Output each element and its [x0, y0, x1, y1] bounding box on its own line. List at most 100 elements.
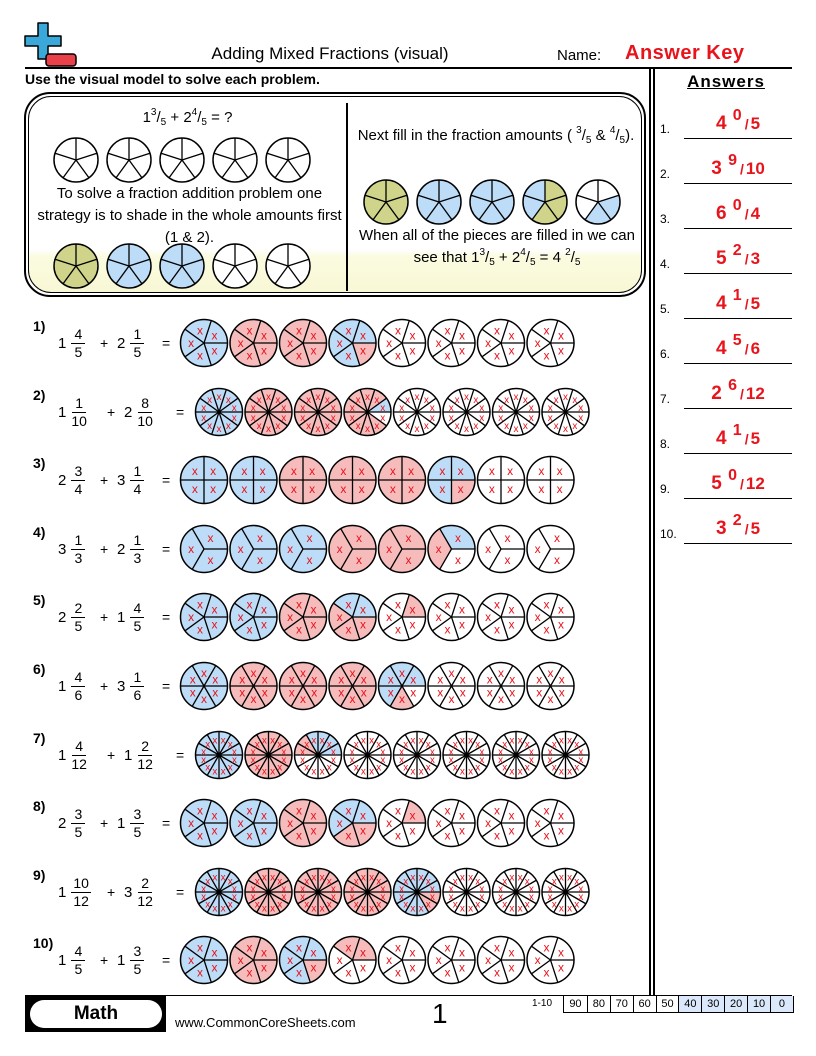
plus-sign: +: [107, 883, 116, 900]
x-mark: x: [386, 610, 392, 624]
shaded-piece: [279, 603, 303, 632]
x-mark: x: [207, 421, 212, 432]
x-mark: x: [409, 344, 415, 358]
x-mark: x: [548, 692, 554, 706]
shaded-piece: [364, 195, 386, 220]
x-mark: x: [408, 482, 414, 496]
score-cell: 0: [770, 996, 793, 1012]
x-mark: x: [337, 336, 343, 350]
answer-line: [684, 363, 792, 364]
x-mark: x: [399, 692, 405, 706]
x-mark: x: [190, 685, 196, 699]
x-mark: x: [311, 903, 316, 914]
x-mark: x: [201, 403, 206, 414]
x-mark: x: [238, 336, 244, 350]
x-mark: x: [502, 739, 507, 750]
x-mark: x: [563, 392, 568, 403]
x-mark: x: [485, 542, 491, 556]
x-mark: x: [548, 755, 553, 766]
x-mark: x: [409, 328, 415, 342]
x-mark: x: [241, 482, 247, 496]
x-mark: x: [455, 421, 460, 432]
shaded-piece: [279, 528, 303, 570]
x-mark: x: [445, 804, 451, 818]
shaded-piece: [279, 456, 303, 481]
shaded-piece: [417, 195, 439, 220]
shaded-piece: [180, 809, 204, 838]
x-mark: x: [544, 623, 550, 637]
x-mark: x: [479, 413, 484, 424]
first-addend: 1 10 12: [58, 874, 91, 909]
x-mark: x: [403, 899, 408, 910]
shaded-piece: [204, 456, 228, 481]
shaded-piece: [352, 480, 376, 504]
x-mark: x: [437, 673, 443, 687]
x-mark: x: [578, 403, 583, 414]
fraction-circle: xxx: [427, 524, 476, 574]
fraction-circle: xxx: [526, 524, 575, 574]
x-mark: x: [226, 395, 231, 406]
shaded-piece: [367, 891, 388, 913]
x-mark: x: [360, 824, 366, 838]
x-mark: x: [544, 324, 550, 338]
x-mark: x: [210, 482, 216, 496]
shaded-piece: [283, 593, 311, 618]
x-mark: x: [188, 336, 194, 350]
shaded-piece: [268, 754, 289, 775]
shaded-piece: [182, 259, 205, 284]
fraction-circle: xxx x: [476, 455, 526, 505]
x-mark: x: [479, 884, 484, 895]
shaded-piece: [199, 389, 219, 412]
fraction-circle: xxx: [377, 524, 427, 574]
fraction-circle: [106, 243, 152, 289]
x-mark: x: [201, 666, 207, 680]
x-mark: x: [356, 531, 362, 545]
shaded-piece: [230, 528, 254, 570]
x-mark: x: [310, 961, 316, 975]
x-mark: x: [300, 755, 305, 766]
x-mark: x: [374, 421, 379, 432]
x-mark: x: [572, 395, 577, 406]
equals-sign: =: [176, 746, 185, 763]
x-mark: x: [494, 966, 500, 980]
x-mark: x: [327, 762, 332, 773]
equals-sign: =: [162, 678, 171, 694]
x-mark: x: [354, 762, 359, 773]
x-mark: x: [291, 482, 297, 496]
x-mark: x: [287, 816, 293, 830]
shaded-piece: [439, 195, 461, 220]
example-step3: When all of the pieces are filled in we …: [359, 227, 635, 268]
x-mark: x: [320, 903, 325, 914]
x-mark: x: [211, 618, 217, 632]
x-mark: x: [554, 395, 559, 406]
x-mark: x: [232, 884, 237, 895]
shaded-piece: [211, 388, 227, 412]
x-mark: x: [281, 755, 286, 766]
example-problem: 13/5 + 24/5 = ?: [142, 107, 233, 128]
x-mark: x: [403, 876, 408, 887]
x-mark: x: [485, 816, 491, 830]
answer-line: [684, 498, 792, 499]
x-mark: x: [300, 892, 305, 903]
x-mark: x: [346, 804, 352, 818]
x-mark: x: [337, 816, 343, 830]
x-mark: x: [529, 755, 534, 766]
answer-9: 9. 5 0/12: [660, 454, 792, 499]
x-mark: x: [403, 739, 408, 750]
answer-value: 2 6/12: [711, 377, 765, 404]
x-mark: x: [261, 809, 267, 823]
shaded-piece: [248, 871, 269, 892]
equals-sign: =: [162, 540, 171, 557]
shaded-piece: [294, 411, 318, 426]
x-mark: x: [548, 403, 553, 414]
first-addend: 1 1 10: [58, 394, 87, 429]
